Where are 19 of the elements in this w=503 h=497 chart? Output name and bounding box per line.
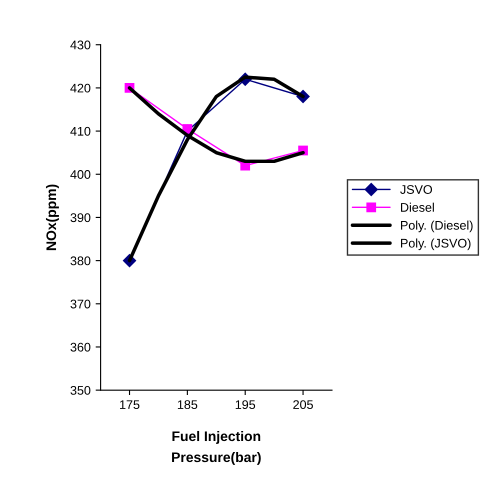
- y-tick-label: 410: [70, 126, 90, 136]
- x-tick-label: 205: [293, 400, 313, 410]
- y-axis-title: NOx(ppm): [46, 184, 59, 250]
- y-tick-label: 390: [70, 213, 90, 222]
- y-tick-label: 380: [70, 256, 90, 266]
- y-tick-label: 370: [70, 300, 90, 308]
- legend-label: Poly. (Diesel): [401, 220, 473, 232]
- x-tick-label: 175: [120, 400, 140, 410]
- y-tick-label: 430: [70, 40, 90, 50]
- x-tick-label: 185: [178, 400, 198, 410]
- x-tick-label: 195: [236, 400, 256, 410]
- y-tick-label: 360: [70, 342, 90, 352]
- x-axis-title: Fuel Injection Pressure(bar): [172, 430, 261, 465]
- legend-label: JSVO: [400, 185, 432, 194]
- y-tick-label: 400: [70, 170, 90, 179]
- legend-label: Diesel: [401, 202, 434, 212]
- y-tick-label: 420: [70, 84, 90, 93]
- legend-label: Poly. (JSVO): [401, 238, 471, 250]
- y-tick-label: 350: [70, 386, 90, 395]
